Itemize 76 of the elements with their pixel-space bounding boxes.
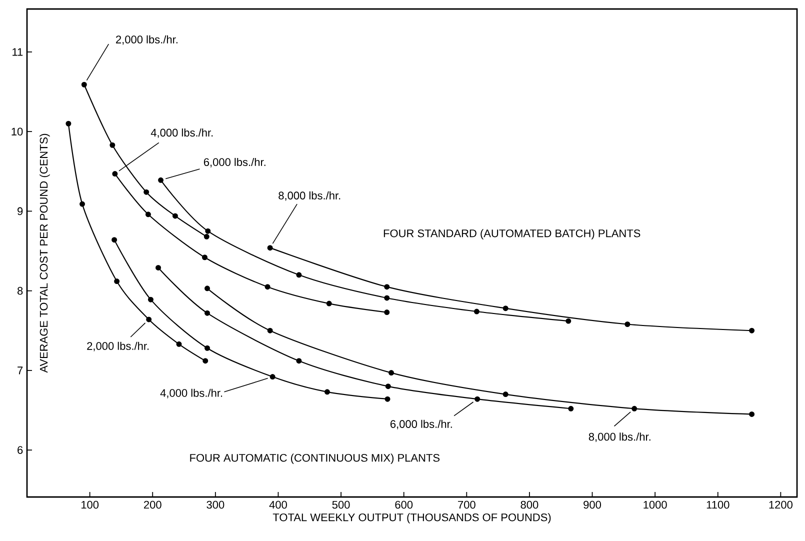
point [388,370,394,376]
y-tick-label: 7 [18,366,23,374]
point [112,237,118,243]
point [749,411,755,417]
point [202,254,208,260]
annotation: 8,000 lbs./hr. [278,191,340,201]
x-tick-label: 800 [520,500,538,509]
point [502,392,508,398]
x-tick-label: 1200 [769,500,792,509]
x-tick-label: 100 [81,500,99,509]
x-tick-label: 200 [144,500,162,509]
x-axis-title: TOTAL WEEKLY OUTPUT (THOUSANDS OF POUNDS) [272,513,551,524]
annotation: 2,000 lbs./hr. [116,35,178,45]
point [385,384,391,390]
point [326,300,332,306]
x-tick-label: 1000 [644,500,667,509]
point [205,228,211,234]
y-tick-label: 10 [12,128,23,136]
point [566,318,572,324]
x-tick-label: 1100 [706,500,730,509]
point [384,284,390,290]
point [267,245,273,251]
point [158,177,164,183]
annotation: 2,000 lbs./hr. [87,342,149,352]
point [632,406,638,412]
point [384,310,390,316]
point [204,286,210,292]
point [267,328,273,334]
point [80,201,86,207]
point [270,374,276,380]
point [568,406,574,412]
y-axis-title: AVERAGE TOTAL COST PER POUND (CENTS) [40,134,50,373]
x-tick-label: 300 [206,500,224,509]
point [296,358,302,364]
x-tick-label: 700 [458,500,476,509]
annotation: 6,000 lbs./hr. [390,420,452,430]
point [172,213,178,219]
point [204,310,210,316]
point [204,234,210,240]
y-tick-label: 11 [12,48,23,56]
annotation: 4,000 lbs./hr. [160,388,222,398]
point [146,316,152,322]
point [114,278,120,284]
annotation: FOUR STANDARD (AUTOMATED BATCH) PLANTS [384,229,640,240]
point [749,328,755,334]
x-tick-label: 500 [332,500,350,509]
point [110,142,116,148]
point [502,306,508,312]
annotation: 8,000 lbs./hr. [588,432,650,442]
point [204,345,210,351]
annotation: FOUR AUTOMATIC (CONTINUOUS MIX) PLANTS [190,454,440,464]
point [384,396,390,402]
annotation: 4,000 lbs./hr. [150,128,213,138]
point [145,212,151,218]
point [474,396,480,402]
point [202,358,208,364]
point [144,189,150,195]
point [81,82,87,88]
x-tick-label: 900 [584,500,602,509]
point [66,120,72,126]
point [176,341,182,347]
y-tick-label: 8 [18,286,23,295]
point [148,296,154,302]
point [112,171,118,177]
x-tick-label: 400 [269,500,287,509]
y-tick-label: 6 [18,446,23,454]
point [156,264,162,270]
annotation: 6,000 lbs./hr. [204,158,266,168]
point [296,272,302,278]
point [624,321,630,327]
point [324,389,330,395]
y-tick-label: 9 [18,207,23,216]
x-tick-label: 600 [395,500,413,509]
point [264,284,270,290]
point [474,308,480,314]
point [384,295,390,301]
